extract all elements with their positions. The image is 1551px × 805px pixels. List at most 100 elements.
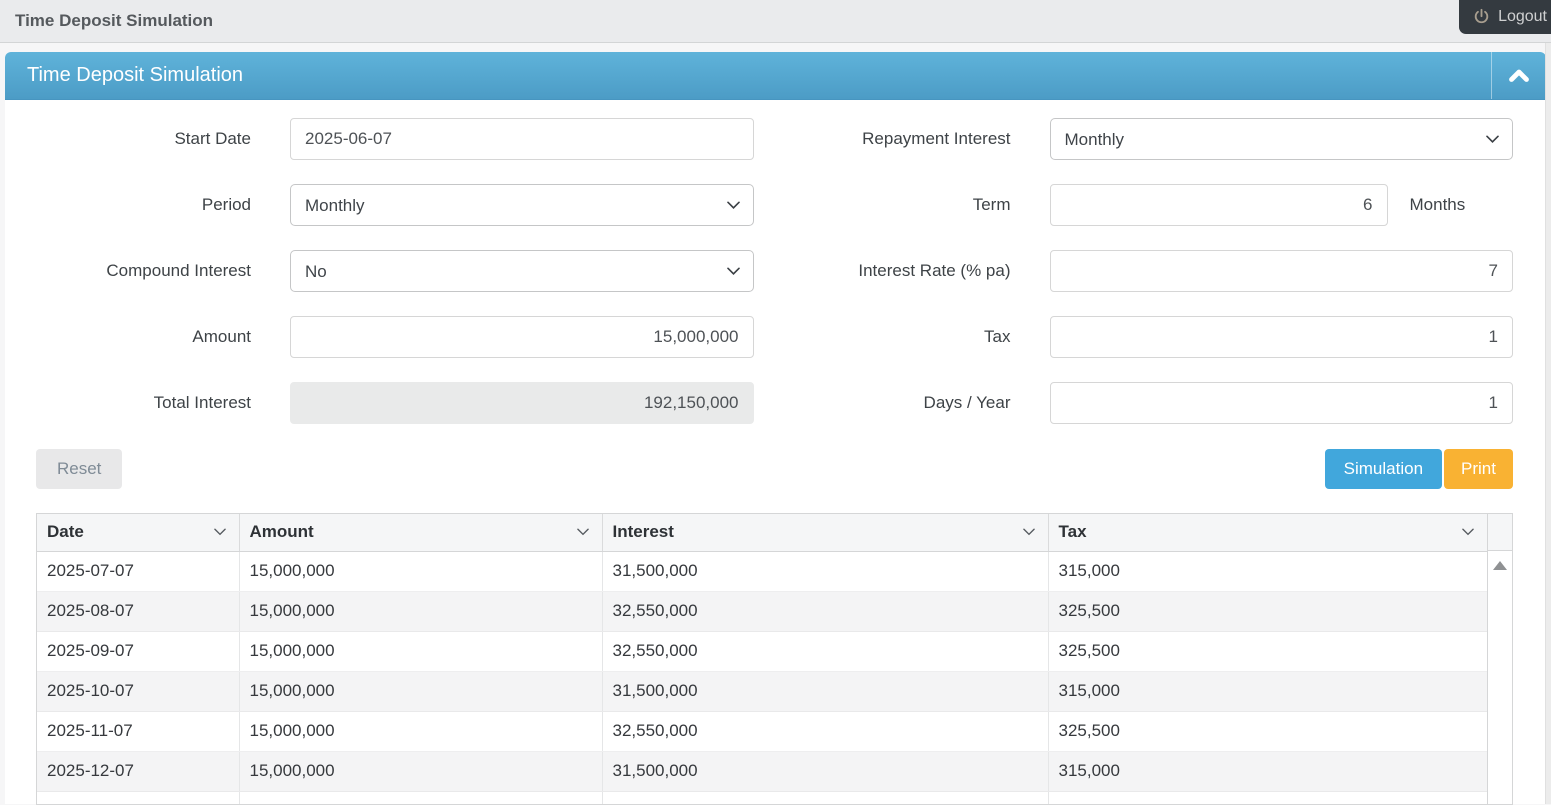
table-header-row: Date Amount Interest [37,514,1487,552]
results-table: Date Amount Interest [36,513,1513,805]
table-scrollbar-header [1488,514,1512,551]
cell-interest: 31,500,000 [602,751,1049,792]
reset-button[interactable]: Reset [36,449,123,489]
cell-amount: 15,000,000 [239,551,603,592]
compound-interest-label: Compound Interest [106,261,251,280]
table-row: 2025-09-07 15,000,000 32,550,000 325,500 [37,631,1487,672]
cell-date: 2025-09-07 [37,631,240,672]
column-header-date[interactable]: Date [37,514,240,552]
actions-row: Reset Simulation Print [36,449,1513,489]
column-header-label: Date [47,522,84,542]
simulation-button[interactable]: Simulation [1324,449,1443,489]
tax-label: Tax [984,327,1011,346]
table-row: 2025-11-07 15,000,000 32,550,000 325,500 [37,711,1487,752]
table-row: 2025-10-07 15,000,000 31,500,000 315,000 [37,671,1487,712]
column-menu-icon[interactable] [213,528,226,536]
panel-body: Start Date Period Monthly Comp [5,100,1546,805]
column-menu-icon[interactable] [1462,528,1474,536]
cell-date: 2025-08-07 [37,591,240,632]
period-select[interactable]: Monthly [290,184,754,226]
topbar: Time Deposit Simulation Logout [0,0,1551,43]
form-row-tax: Tax [796,316,1513,358]
cell-tax: 325,500 [1048,591,1487,632]
logout-button[interactable]: Logout [1459,0,1551,34]
column-menu-icon[interactable] [1022,528,1035,536]
days-year-input[interactable] [1049,382,1513,424]
table-row: 2025-07-07 15,000,000 31,500,000 315,000 [37,551,1487,592]
cell-tax: 325,500 [1048,631,1487,672]
amount-input[interactable] [290,316,754,358]
term-input[interactable] [1049,184,1388,226]
cell-date: 2025-11-07 [37,711,240,752]
amount-label: Amount [192,327,251,346]
page-scrollbar[interactable] [1545,43,1551,804]
print-button[interactable]: Print [1444,449,1513,489]
cell-amount: 15,000,000 [239,671,603,712]
panel-collapse-button[interactable] [1491,52,1546,99]
cell-tax: 315,000 [1048,671,1487,712]
time-deposit-panel: Time Deposit Simulation Start Date Perio… [5,52,1546,805]
column-header-amount[interactable]: Amount [239,514,603,552]
form-row-compound-interest: Compound Interest No [36,250,754,292]
form-row-period: Period Monthly [36,184,754,226]
days-year-label: Days / Year [923,393,1011,412]
column-header-label: Amount [249,522,314,542]
form-left-column: Start Date Period Monthly Comp [36,118,754,448]
table-row: 2025-12-07 15,000,000 31,500,000 315,000 [37,751,1487,792]
form-row-days-year: Days / Year [796,382,1513,424]
table-filler-row [37,791,1487,804]
chevron-up-icon [1508,68,1530,83]
cell-date: 2025-12-07 [37,751,240,792]
logout-label: Logout [1498,7,1547,25]
form-row-amount: Amount [36,316,754,358]
panel-header: Time Deposit Simulation [5,52,1546,100]
interest-rate-label: Interest Rate (% pa) [858,261,1011,280]
total-interest-output [290,382,754,424]
table-row: 2025-08-07 15,000,000 32,550,000 325,500 [37,591,1487,632]
form-row-repayment-interest: Repayment Interest Monthly [796,118,1513,160]
page-title: Time Deposit Simulation [15,11,214,30]
cell-interest: 32,550,000 [602,631,1049,672]
cell-amount: 15,000,000 [239,711,603,752]
power-icon [1473,8,1490,25]
total-interest-label: Total Interest [153,393,251,412]
cell-interest: 31,500,000 [602,551,1049,592]
tax-input[interactable] [1049,316,1513,358]
cell-amount: 15,000,000 [239,631,603,672]
form-row-total-interest: Total Interest [36,382,754,424]
repayment-interest-label: Repayment Interest [862,129,1011,148]
form-row-interest-rate: Interest Rate (% pa) [796,250,1513,292]
column-header-interest[interactable]: Interest [602,514,1049,552]
cell-interest: 32,550,000 [602,591,1049,632]
column-header-label: Tax [1058,522,1087,542]
column-header-tax[interactable]: Tax [1048,514,1487,552]
actions-right-group: Simulation Print [1324,449,1513,489]
term-unit-label: Months [1409,195,1466,214]
table-scrollbar[interactable] [1487,514,1512,804]
panel-title: Time Deposit Simulation [27,64,244,86]
start-date-input[interactable] [290,118,754,160]
simulation-form: Start Date Period Monthly Comp [36,118,1513,448]
form-row-start-date: Start Date [36,118,754,160]
column-menu-icon[interactable] [576,528,589,536]
interest-rate-input[interactable] [1049,250,1513,292]
cell-amount: 15,000,000 [239,751,603,792]
cell-interest: 31,500,000 [602,671,1049,712]
repayment-interest-select[interactable]: Monthly [1049,118,1513,160]
results-table-main: Date Amount Interest [37,514,1487,804]
cell-date: 2025-10-07 [37,671,240,712]
cell-tax: 325,500 [1048,711,1487,752]
cell-tax: 315,000 [1048,551,1487,592]
form-right-column: Repayment Interest Monthly Term M [796,118,1514,448]
period-label: Period [201,195,251,214]
column-header-label: Interest [612,522,674,542]
term-label: Term [972,195,1011,214]
form-row-term: Term Months [796,184,1514,226]
cell-amount: 15,000,000 [239,591,603,632]
compound-interest-select[interactable]: No [290,250,754,292]
scroll-up-icon[interactable] [1493,561,1507,570]
cell-interest: 32,550,000 [602,711,1049,752]
cell-tax: 315,000 [1048,751,1487,792]
cell-date: 2025-07-07 [37,551,240,592]
start-date-label: Start Date [174,129,251,148]
